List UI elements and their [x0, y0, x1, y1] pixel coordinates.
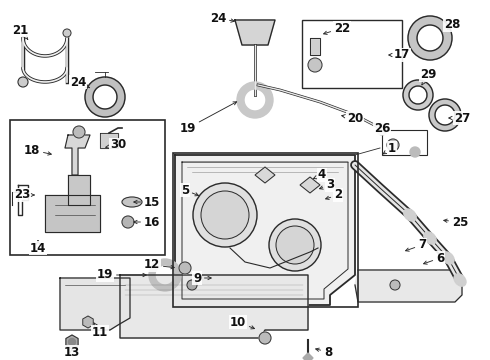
Circle shape [63, 29, 71, 37]
Circle shape [390, 280, 400, 290]
Polygon shape [235, 20, 275, 45]
Text: 30: 30 [106, 139, 126, 152]
Text: 6: 6 [423, 252, 444, 265]
Text: 19: 19 [97, 269, 146, 282]
Bar [173, 153, 358, 307]
Text: 4: 4 [314, 168, 326, 181]
Polygon shape [300, 177, 320, 193]
Circle shape [187, 280, 197, 290]
Text: 19: 19 [180, 102, 237, 135]
Polygon shape [68, 175, 90, 205]
Polygon shape [100, 133, 118, 148]
Polygon shape [310, 38, 320, 55]
Text: 2: 2 [326, 189, 342, 202]
Ellipse shape [122, 197, 142, 207]
Polygon shape [60, 278, 130, 330]
Circle shape [193, 183, 257, 247]
Circle shape [73, 126, 85, 138]
Ellipse shape [404, 209, 416, 221]
Text: 24: 24 [210, 12, 234, 24]
Text: 24: 24 [70, 76, 89, 89]
Text: 10: 10 [230, 315, 254, 329]
Circle shape [276, 226, 314, 264]
Bar [302, 20, 402, 88]
Text: 1: 1 [383, 141, 396, 154]
Text: 12: 12 [144, 258, 174, 271]
Circle shape [387, 139, 399, 151]
Text: 17: 17 [389, 49, 410, 62]
Text: 7: 7 [406, 238, 426, 252]
Circle shape [122, 216, 134, 228]
Text: 9: 9 [193, 271, 211, 284]
Bar [10, 120, 165, 255]
Text: 22: 22 [323, 22, 350, 35]
Circle shape [69, 338, 75, 346]
Text: 5: 5 [181, 184, 198, 197]
Ellipse shape [424, 232, 436, 244]
Text: 14: 14 [30, 241, 46, 255]
Circle shape [269, 219, 321, 271]
Ellipse shape [454, 274, 466, 286]
Polygon shape [45, 195, 100, 232]
Text: 15: 15 [134, 195, 160, 208]
Text: 23: 23 [14, 189, 34, 202]
Polygon shape [65, 135, 90, 175]
Bar [382, 130, 427, 155]
Text: 28: 28 [444, 18, 460, 31]
Text: 27: 27 [449, 112, 470, 125]
Text: 20: 20 [342, 112, 363, 125]
Text: 8: 8 [316, 346, 332, 359]
Text: 11: 11 [92, 323, 108, 338]
Text: 16: 16 [134, 216, 160, 229]
Text: 21: 21 [12, 23, 28, 39]
Text: 3: 3 [319, 179, 334, 192]
Circle shape [410, 147, 420, 157]
Circle shape [201, 191, 249, 239]
Text: 13: 13 [64, 346, 80, 359]
Text: 18: 18 [24, 144, 51, 157]
Polygon shape [355, 270, 462, 302]
Polygon shape [255, 167, 275, 183]
Circle shape [259, 332, 271, 344]
Text: 26: 26 [374, 122, 390, 135]
Polygon shape [120, 275, 308, 338]
Circle shape [18, 77, 28, 87]
Ellipse shape [442, 252, 454, 264]
Circle shape [179, 262, 191, 274]
Polygon shape [175, 155, 355, 305]
Circle shape [308, 58, 322, 72]
Circle shape [377, 125, 387, 135]
Text: 29: 29 [420, 68, 436, 85]
Text: 25: 25 [444, 216, 468, 229]
